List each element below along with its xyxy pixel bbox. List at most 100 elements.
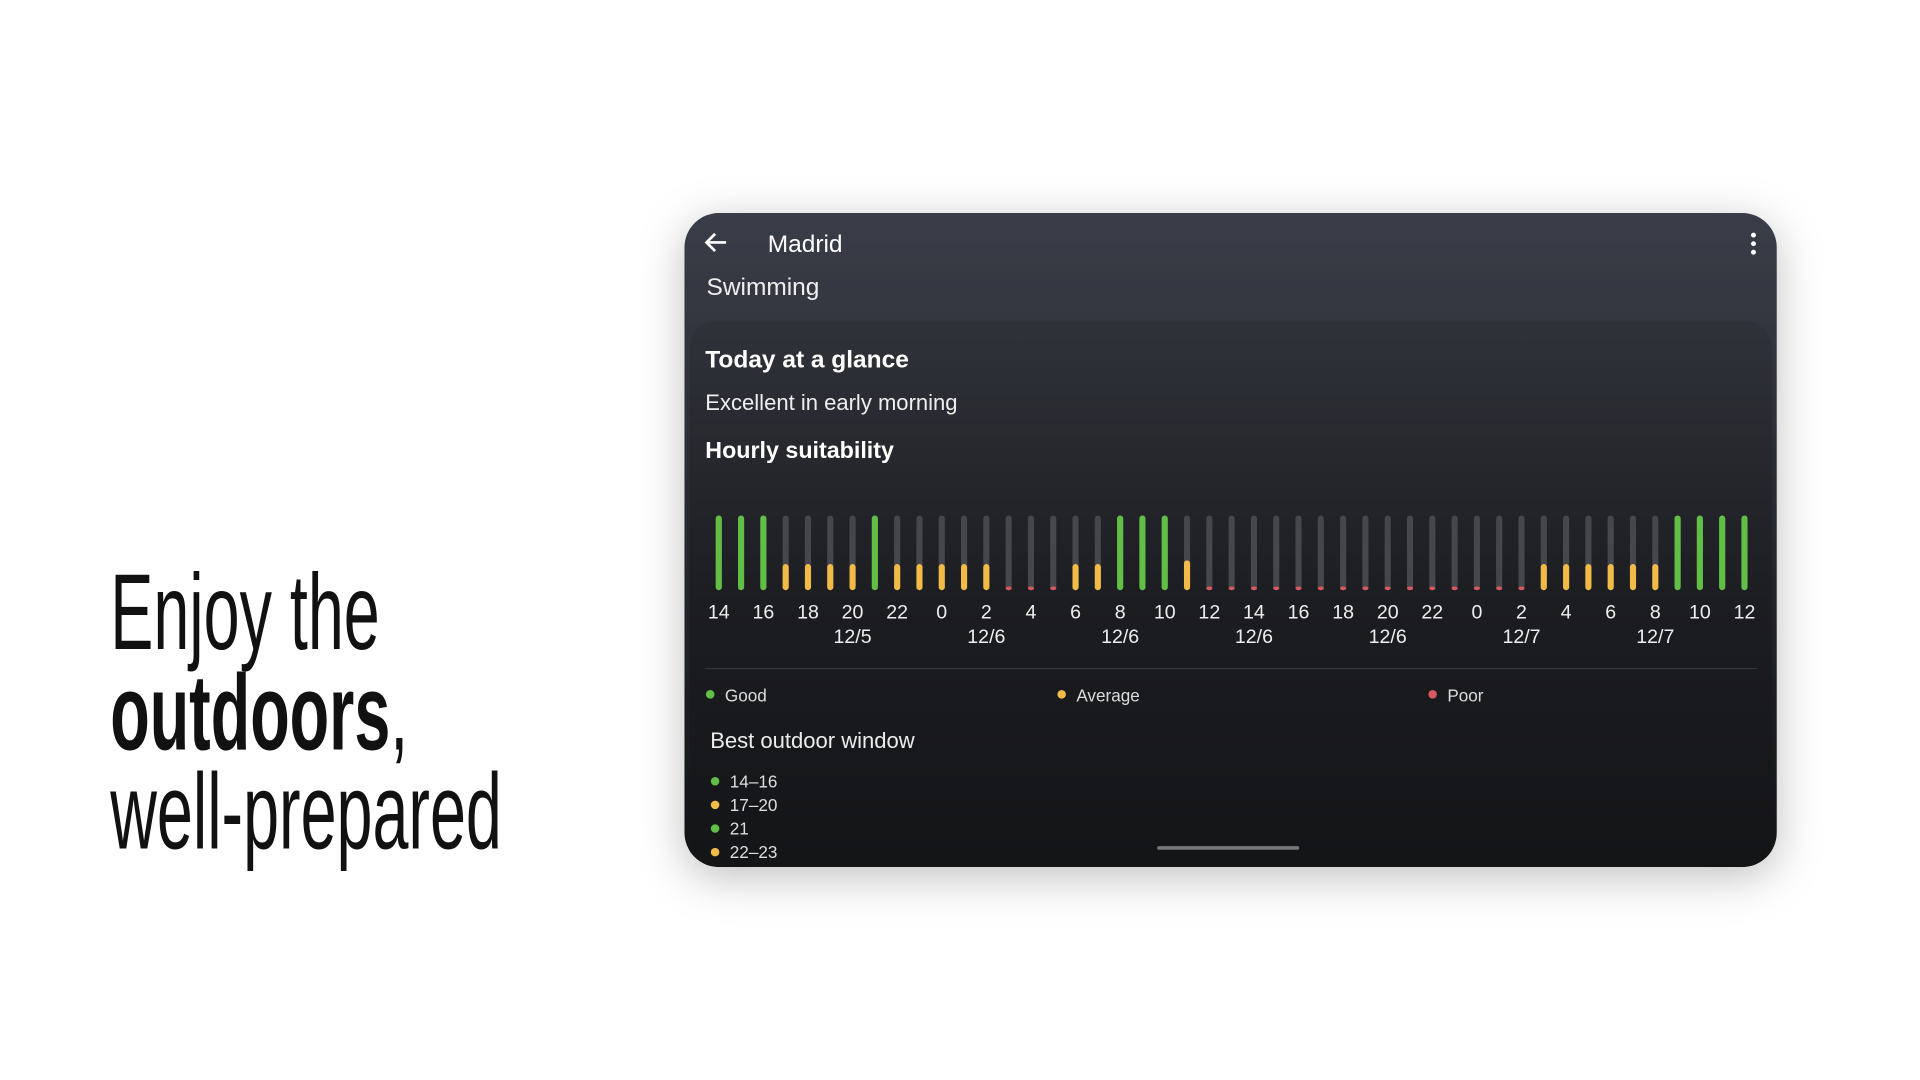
bar-track — [1384, 515, 1391, 591]
window-dot — [710, 824, 720, 833]
x-tick-label: 22 — [1421, 601, 1443, 623]
bar — [1652, 564, 1659, 591]
bar-track — [1406, 515, 1414, 591]
bar-track — [1250, 515, 1257, 591]
x-tick-label: 20 — [1377, 601, 1399, 623]
bar — [1228, 586, 1235, 591]
bar — [1139, 515, 1146, 591]
bar — [1050, 586, 1057, 591]
date-label: 12/6 — [1101, 626, 1139, 648]
x-tick-label: 12 — [1198, 601, 1220, 623]
bar — [1362, 586, 1369, 591]
bar — [983, 564, 990, 591]
bar — [1161, 515, 1168, 591]
x-tick-label: 10 — [1154, 601, 1176, 623]
x-tick-label: 2 — [981, 601, 992, 623]
bar-track — [1473, 515, 1480, 591]
legend-swatch — [705, 690, 715, 699]
bar — [871, 515, 878, 591]
x-tick-label: 0 — [1471, 601, 1482, 623]
bar — [1117, 515, 1124, 591]
legend-label: Poor — [1447, 686, 1483, 706]
bar-track — [1429, 515, 1436, 591]
x-tick-label: 20 — [842, 601, 864, 623]
x-tick-label: 10 — [1689, 601, 1711, 623]
window-dot — [710, 776, 720, 786]
window-label: 21 — [730, 819, 749, 839]
bar — [804, 564, 812, 591]
legend-swatch — [1428, 690, 1437, 699]
bar — [849, 564, 856, 591]
bar — [1563, 564, 1570, 591]
city: Madrid — [768, 231, 843, 258]
card-content: Madrid Swimming Today at a glance Excell… — [689, 231, 1772, 867]
bar — [827, 564, 834, 591]
bar-track — [1206, 515, 1213, 591]
x-tick-label: 12 — [1734, 601, 1756, 623]
bar — [1094, 564, 1101, 591]
legend-label: Good — [725, 686, 767, 706]
bar — [1206, 586, 1213, 591]
bar-track — [1496, 515, 1503, 591]
x-tick-label: 8 — [1650, 601, 1661, 623]
x-tick-label: 8 — [1115, 601, 1126, 623]
back-button[interactable] — [704, 232, 727, 252]
bar — [738, 515, 745, 591]
x-tick-label: 18 — [797, 601, 819, 623]
x-tick-label: 16 — [1288, 601, 1310, 623]
date-label: 12/7 — [1502, 626, 1540, 648]
bar — [760, 515, 767, 591]
hero: Enjoy the outdoors, well-prepared — [109, 552, 501, 872]
bar — [1072, 564, 1079, 591]
x-tick-label: 16 — [752, 601, 774, 623]
date-label: 12/6 — [1235, 626, 1273, 648]
bar-track — [1295, 515, 1302, 591]
bar-track — [1340, 515, 1347, 591]
bar — [1629, 564, 1637, 591]
hero-bold: outdoors — [110, 652, 390, 772]
bar-track — [1362, 515, 1369, 591]
menu-button[interactable] — [1751, 232, 1756, 255]
x-tick-label: 22 — [886, 601, 908, 623]
x-tick-label: 0 — [936, 601, 947, 623]
bar — [938, 564, 945, 591]
bar — [1473, 586, 1480, 591]
bar — [1674, 515, 1681, 591]
legend-swatch — [1057, 690, 1066, 699]
hero-comma: , — [390, 652, 408, 772]
bar — [916, 564, 923, 591]
bar — [1183, 560, 1191, 591]
bar — [1273, 586, 1280, 591]
window-label: 14–16 — [730, 771, 778, 791]
x-tick-label: 2 — [1516, 601, 1527, 623]
window-title: Best outdoor window — [710, 728, 915, 753]
panel — [689, 320, 1772, 867]
bar-track — [1050, 515, 1057, 591]
bar — [1340, 586, 1347, 591]
home-indicator — [1157, 846, 1300, 850]
bar — [1429, 586, 1436, 591]
date-label: 12/6 — [1369, 626, 1407, 648]
bar-track — [1273, 515, 1280, 591]
bar — [1719, 515, 1726, 591]
bar — [1518, 586, 1525, 591]
bar-track — [1027, 515, 1035, 591]
bar-track — [1228, 515, 1235, 591]
date-label: 12/5 — [834, 626, 872, 648]
window-dot — [710, 800, 720, 810]
bar-track — [1317, 515, 1324, 591]
bar — [1005, 586, 1012, 591]
date-label: 12/7 — [1636, 626, 1674, 648]
bar — [1295, 586, 1302, 591]
legend-label: Average — [1076, 686, 1139, 706]
x-tick-label: 6 — [1070, 601, 1081, 623]
bar — [1496, 586, 1503, 591]
window-label: 17–20 — [730, 795, 778, 815]
x-tick-label: 4 — [1561, 601, 1572, 623]
bar — [1696, 515, 1703, 591]
x-tick-label: 4 — [1026, 601, 1037, 623]
bar — [1607, 564, 1614, 591]
hero-line: Enjoy the — [110, 552, 380, 672]
